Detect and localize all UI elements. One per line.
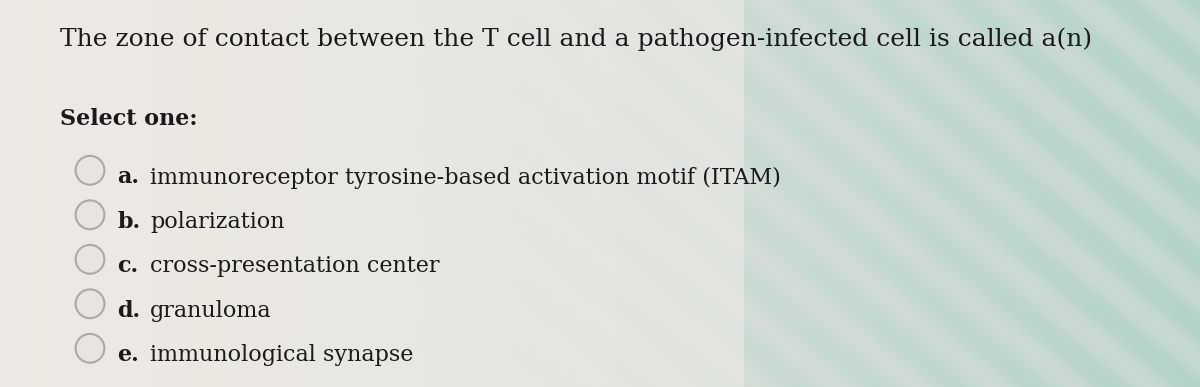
Text: granuloma: granuloma — [150, 300, 271, 322]
Text: The zone of contact between the T cell and a pathogen-infected cell is called a(: The zone of contact between the T cell a… — [60, 27, 1092, 51]
Text: e.: e. — [118, 344, 139, 366]
Text: Select one:: Select one: — [60, 108, 198, 130]
FancyBboxPatch shape — [0, 0, 744, 387]
Ellipse shape — [76, 200, 104, 229]
Text: polarization: polarization — [150, 211, 284, 233]
Text: a.: a. — [118, 166, 139, 188]
Text: immunological synapse: immunological synapse — [150, 344, 413, 366]
Ellipse shape — [76, 334, 104, 363]
Text: c.: c. — [118, 255, 139, 277]
Text: d.: d. — [118, 300, 140, 322]
Ellipse shape — [76, 245, 104, 274]
Ellipse shape — [76, 156, 104, 185]
Text: immunoreceptor tyrosine-based activation motif (ITAM): immunoreceptor tyrosine-based activation… — [150, 166, 781, 188]
Text: b.: b. — [118, 211, 140, 233]
Ellipse shape — [76, 289, 104, 318]
Text: cross-presentation center: cross-presentation center — [150, 255, 439, 277]
